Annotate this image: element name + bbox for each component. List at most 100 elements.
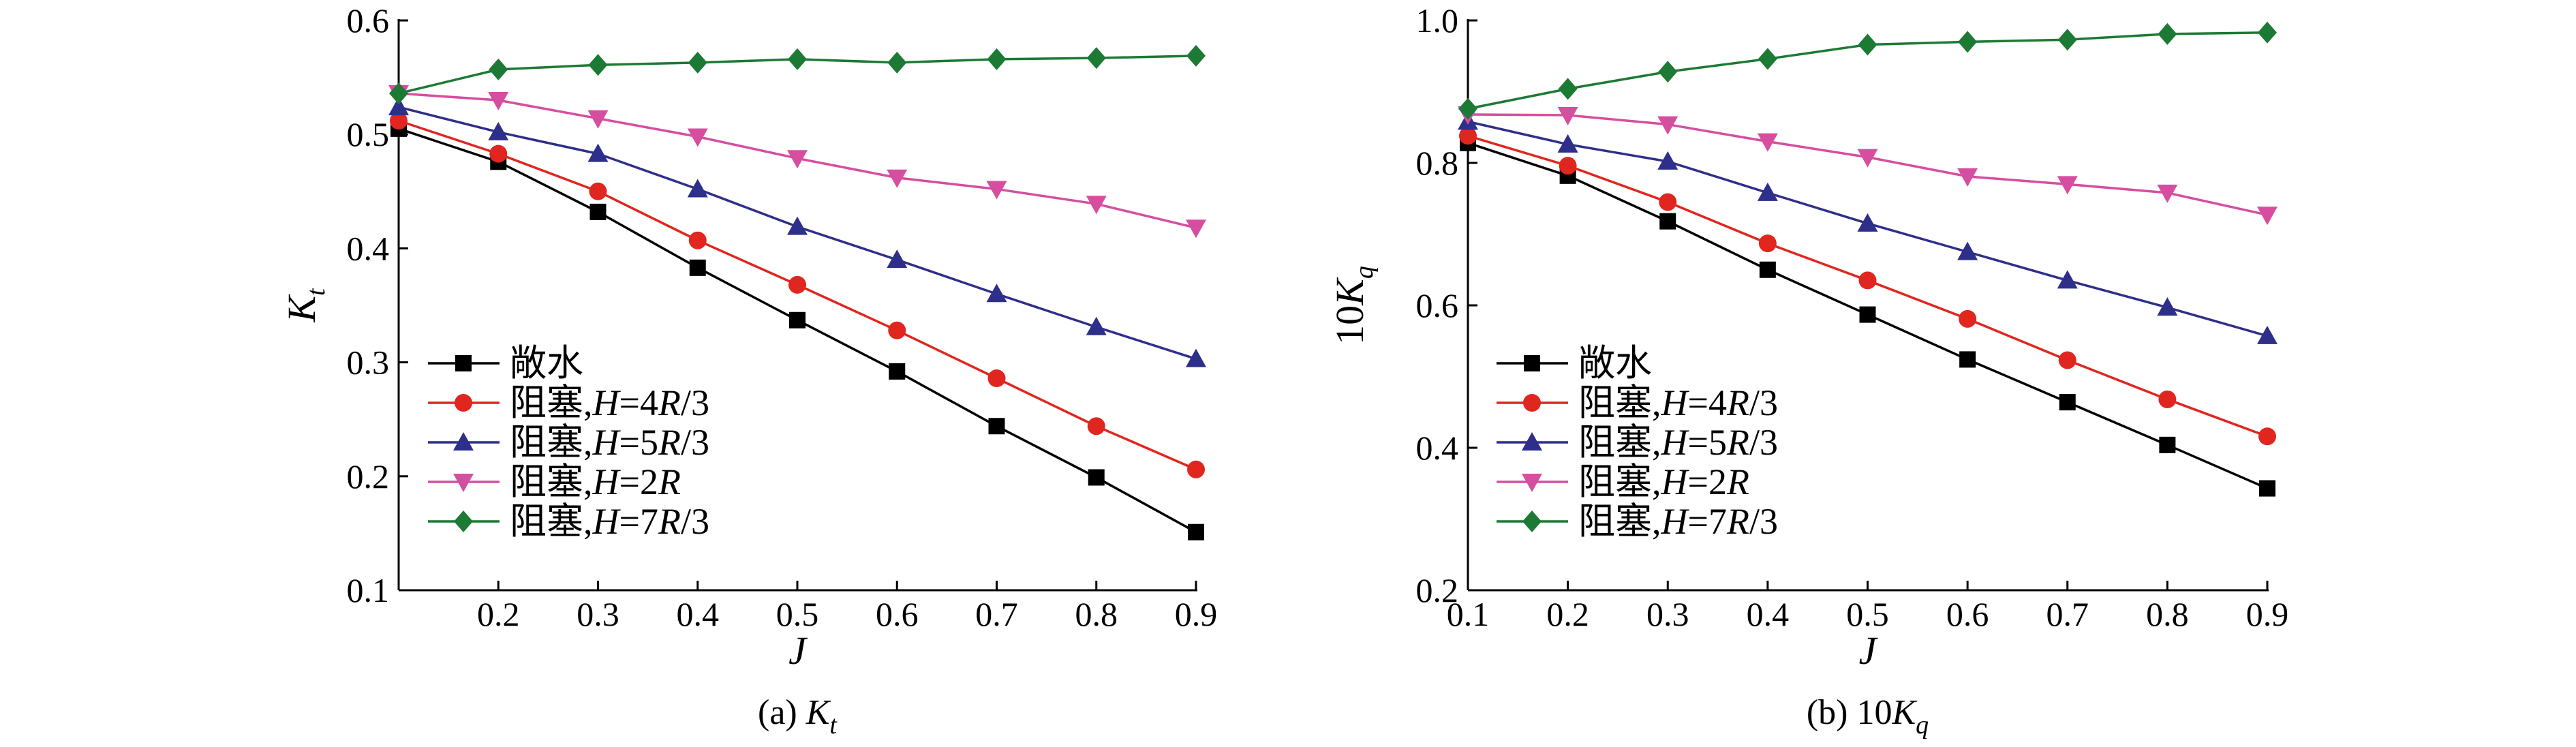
data-point bbox=[1958, 31, 1978, 53]
data-point bbox=[1759, 261, 1776, 278]
data-point bbox=[488, 92, 509, 111]
chart-10kq: 0.20.40.60.81.00.1 0.2 0.3 0.4 0.5 0.6 0.7 0.8 0… bbox=[1328, 1, 2288, 740]
legend-item: 阻塞,H=7R/3 bbox=[428, 501, 709, 542]
data-point bbox=[2258, 21, 2277, 44]
data-point bbox=[588, 54, 608, 76]
chart-caption: (a) Kt bbox=[758, 693, 838, 740]
legend-label-part: H bbox=[592, 382, 622, 423]
legend-label-part: R bbox=[658, 461, 681, 502]
legend-label-part: 阻塞, bbox=[510, 501, 593, 542]
legend-label-part: 阻塞, bbox=[1578, 501, 1661, 542]
data-point bbox=[687, 179, 708, 198]
data-point bbox=[1086, 196, 1107, 215]
legend-label-part: R bbox=[1726, 461, 1749, 502]
x-tick-label: 0.4 bbox=[1747, 595, 1790, 633]
data-point bbox=[1087, 417, 1105, 436]
y-tick-label: 0.2 bbox=[347, 457, 390, 496]
legend-marker bbox=[454, 510, 473, 532]
data-point bbox=[1559, 157, 1577, 175]
legend-item: 阻塞,H=5R/3 bbox=[428, 422, 709, 463]
legend-label-part: 阻塞, bbox=[510, 422, 593, 463]
x-tick-label: 0.3 bbox=[577, 595, 619, 633]
x-tick-label: 0.9 bbox=[1175, 595, 1218, 633]
data-point bbox=[1186, 219, 1206, 239]
data-point bbox=[687, 128, 708, 147]
data-point bbox=[587, 143, 609, 162]
legend-label-part: /3 bbox=[1749, 422, 1778, 463]
data-point bbox=[1659, 193, 1677, 211]
chart-caption-sub: q bbox=[1916, 711, 1929, 740]
legend-label-part: =7 bbox=[1688, 501, 1727, 542]
legend-label-part: H bbox=[1661, 422, 1690, 463]
legend-label-part: R bbox=[658, 422, 681, 463]
data-point bbox=[787, 216, 808, 235]
data-point bbox=[2057, 29, 2077, 51]
legend-label: 敞水 bbox=[510, 343, 583, 384]
legend-label-part: H bbox=[1661, 461, 1690, 502]
data-point bbox=[1657, 151, 1678, 170]
legend-label-part: R bbox=[1726, 422, 1749, 463]
data-point bbox=[1659, 213, 1676, 230]
chart-caption-main: K bbox=[1891, 693, 1917, 732]
legend-item: 阻塞,H=4R/3 bbox=[428, 382, 709, 423]
legend-label: 阻塞,H=4R/3 bbox=[1578, 382, 1778, 423]
legend-label: 阻塞,H=7R/3 bbox=[510, 501, 709, 542]
chart-caption-main: K bbox=[806, 693, 831, 732]
legend-item: 阻塞,H=2R bbox=[1497, 461, 1749, 502]
data-point bbox=[2159, 436, 2176, 453]
legend-label-part: H bbox=[592, 501, 622, 542]
y-axis-label: Kt bbox=[279, 288, 331, 323]
legend-label-part: /3 bbox=[1749, 501, 1778, 542]
legend-item: 阻塞,H=7R/3 bbox=[1497, 501, 1778, 542]
data-point bbox=[1858, 271, 1877, 290]
data-point bbox=[1857, 149, 1878, 168]
data-point bbox=[589, 182, 607, 200]
legend-label-part: H bbox=[1661, 382, 1690, 423]
data-point bbox=[1557, 134, 1578, 153]
data-point bbox=[1088, 469, 1105, 486]
data-point bbox=[887, 51, 907, 74]
data-point bbox=[1186, 44, 1206, 67]
x-tick-label: 0.6 bbox=[876, 595, 919, 633]
legend-marker bbox=[455, 394, 472, 412]
x-tick-label: 0.9 bbox=[2246, 595, 2289, 633]
chart-kt: 0.1 0.2 0.3 0.4 0.5 0.6 0.2 0.3 0.4 0.5 0.6 0.7 0.8 0… bbox=[279, 1, 1217, 740]
legend-marker bbox=[453, 432, 474, 451]
series-h-5r-3 bbox=[388, 97, 1206, 367]
y-tick-label: 0.4 bbox=[1416, 429, 1459, 467]
data-point bbox=[988, 418, 1005, 435]
y-axis-label-sub: t bbox=[302, 288, 331, 296]
data-point bbox=[1557, 106, 1578, 125]
data-point bbox=[1859, 306, 1876, 323]
legend-label-part: 阻塞, bbox=[1578, 422, 1661, 463]
legend-label: 阻塞,H=4R/3 bbox=[510, 382, 709, 423]
data-point bbox=[889, 363, 906, 380]
y-tick-label: 1.0 bbox=[1416, 1, 1459, 40]
x-tick-label: 0.8 bbox=[2146, 595, 2189, 633]
data-point bbox=[1757, 182, 1778, 201]
legend-label: 阻塞,H=2R bbox=[1578, 461, 1749, 502]
data-point bbox=[689, 259, 706, 276]
legend-label-part: /3 bbox=[1749, 382, 1778, 423]
data-point bbox=[1187, 460, 1205, 478]
data-point bbox=[788, 48, 807, 70]
y-axis-label: 10Kq bbox=[1328, 266, 1379, 345]
legend-marker bbox=[1522, 474, 1542, 492]
data-point bbox=[1188, 523, 1204, 540]
data-point bbox=[1959, 309, 1977, 328]
legend-item: 阻塞,H=5R/3 bbox=[1497, 422, 1778, 463]
legend-marker bbox=[453, 474, 474, 492]
data-point bbox=[1186, 348, 1206, 367]
data-point bbox=[2158, 390, 2177, 408]
legend-label-part: 阻塞, bbox=[1578, 461, 1661, 502]
legend-item: 敞水 bbox=[428, 343, 583, 384]
data-point bbox=[787, 150, 808, 169]
series-h-7r-3 bbox=[389, 44, 1206, 105]
data-point bbox=[389, 82, 408, 105]
legend-label-part: H bbox=[592, 422, 622, 463]
data-point bbox=[589, 203, 607, 220]
legend-label-part: H bbox=[1661, 501, 1690, 542]
x-tick-label: 0.4 bbox=[677, 595, 720, 633]
legend-item: 阻塞,H=2R bbox=[428, 461, 681, 502]
